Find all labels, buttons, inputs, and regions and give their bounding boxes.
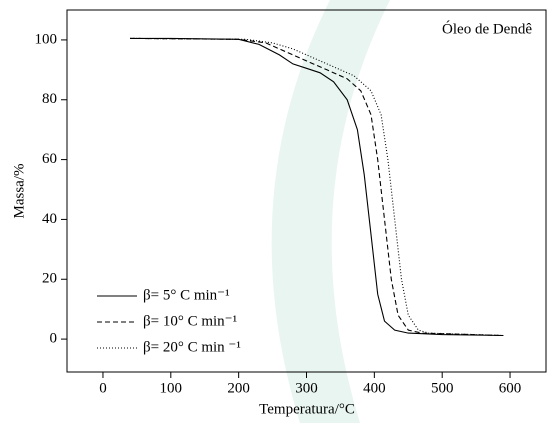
legend-label: β= 5° C min⁻¹ [143, 287, 230, 303]
annotation: Óleo de Dendê [442, 20, 532, 37]
y-tick-label: 80 [42, 91, 57, 107]
x-tick-label: 400 [363, 380, 386, 396]
y-axis-label: Massa/% [11, 164, 27, 219]
x-tick-label: 300 [295, 380, 318, 396]
x-tick-label: 600 [499, 380, 522, 396]
x-tick-label: 100 [160, 380, 183, 396]
line-series [130, 37, 504, 337]
legend-label: β= 10° C min⁻¹ [143, 313, 237, 329]
line-series [130, 37, 504, 337]
y-tick-label: 60 [42, 151, 57, 167]
x-tick-label: 500 [431, 380, 454, 396]
line-series [130, 37, 504, 337]
y-tick-label: 40 [42, 211, 57, 227]
background-shape [271, 0, 390, 423]
x-tick-label: 200 [227, 380, 250, 396]
y-tick-label: 0 [50, 331, 58, 347]
legend-label: β= 20° C min ⁻¹ [143, 339, 241, 355]
y-tick-label: 20 [42, 271, 57, 287]
x-tick-label: 0 [99, 380, 107, 396]
y-tick-label: 100 [35, 31, 58, 47]
x-axis-label: Temperatura/°C [259, 401, 355, 417]
